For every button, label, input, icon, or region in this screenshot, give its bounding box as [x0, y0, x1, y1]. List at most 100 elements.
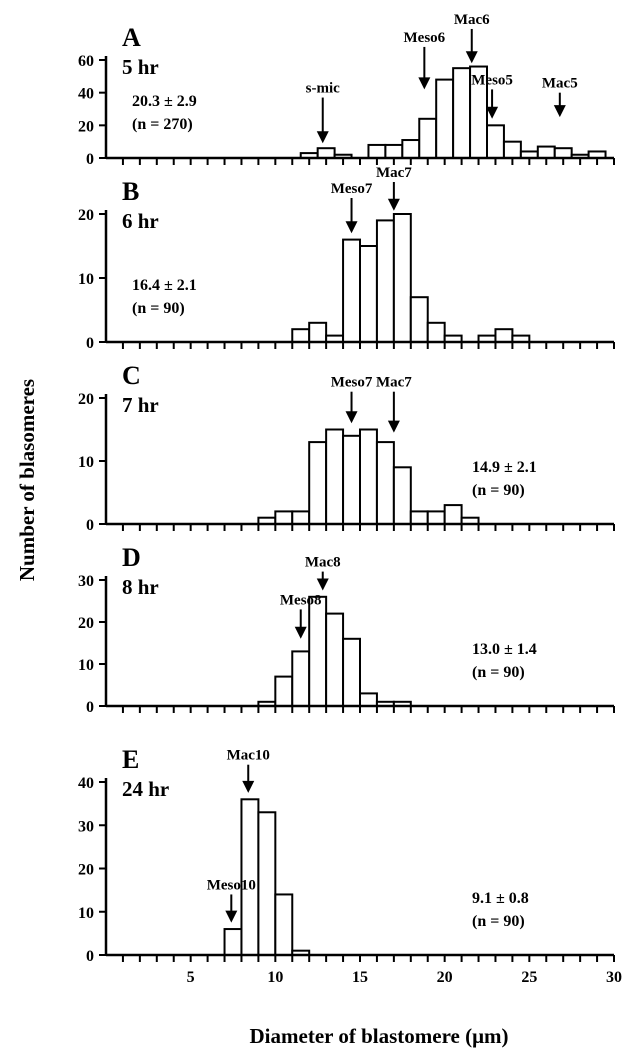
- y-tick-label: 20: [78, 615, 94, 632]
- arrow-label: Meso8: [280, 592, 322, 608]
- histogram-bar: [377, 442, 394, 524]
- y-tick-label: 60: [78, 53, 94, 70]
- mean-sd-label: 13.0 ± 1.4: [472, 641, 537, 658]
- histogram-bar: [411, 511, 428, 524]
- y-tick-label: 30: [78, 573, 94, 590]
- mean-sd-label: 9.1 ± 0.8: [472, 890, 529, 907]
- histogram-bar: [555, 148, 572, 158]
- y-tick-label: 40: [78, 775, 94, 792]
- histogram-bar: [326, 430, 343, 525]
- arrow-head-icon: [346, 411, 358, 423]
- x-tick-label: 30: [606, 969, 622, 986]
- histogram-bar: [377, 220, 394, 342]
- y-tick-label: 0: [86, 699, 94, 716]
- y-tick-label: 0: [86, 151, 94, 168]
- panel-letter: D: [122, 543, 141, 572]
- y-tick-label: 10: [78, 454, 94, 471]
- histogram-bar: [326, 614, 343, 706]
- panel-c: 0 10 20 C 7 hr 14.9 ± 2.1 (n = 90) Meso7 Mac7: [78, 361, 614, 534]
- panel-time: 7 hr: [122, 393, 159, 417]
- arrow-head-icon: [388, 199, 400, 211]
- histogram-bar: [275, 511, 292, 524]
- panel-letter: E: [122, 745, 139, 774]
- panel-time: 5 hr: [122, 55, 159, 79]
- y-tick-label: 40: [78, 86, 94, 103]
- arrow-head-icon: [242, 781, 254, 793]
- histogram-bar: [504, 142, 521, 158]
- sample-size-label: (n = 90): [132, 300, 185, 317]
- y-axis-title: Number of blasomeres: [15, 379, 39, 581]
- histogram-bar: [445, 505, 462, 524]
- y-tick-label: 10: [78, 905, 94, 922]
- histogram-bar: [309, 442, 326, 524]
- y-tick-label: 10: [78, 271, 94, 288]
- arrow-label: Mac8: [305, 555, 341, 571]
- y-tick-label: 0: [86, 948, 94, 965]
- histogram-bar: [343, 639, 360, 706]
- histogram-bar: [495, 329, 512, 342]
- histogram-bar: [343, 436, 360, 524]
- mean-sd-label: 20.3 ± 2.9: [132, 93, 197, 110]
- histogram-bar: [343, 240, 360, 342]
- histogram-bar: [360, 430, 377, 525]
- arrow-head-icon: [466, 51, 478, 63]
- x-tick-label: 15: [352, 969, 368, 986]
- histogram-bar: [318, 148, 335, 158]
- histogram-bar: [368, 145, 385, 158]
- histogram-bar: [411, 297, 428, 342]
- histogram-bar: [538, 147, 555, 158]
- y-tick-label: 30: [78, 818, 94, 835]
- histogram-bar: [453, 68, 470, 158]
- x-axis-title: Diameter of blastomere (μm): [250, 1024, 509, 1048]
- sample-size-label: (n = 90): [472, 664, 525, 681]
- y-tick-label: 0: [86, 335, 94, 352]
- x-tick-label: 25: [521, 969, 537, 986]
- arrow-head-icon: [317, 131, 329, 143]
- arrow-label: Mac5: [542, 76, 578, 92]
- histogram-bar: [258, 812, 275, 955]
- panel-time: 6 hr: [122, 209, 159, 233]
- histogram-bar: [419, 119, 436, 158]
- panel-letter: B: [122, 177, 139, 206]
- mean-sd-label: 16.4 ± 2.1: [132, 277, 197, 294]
- arrow-head-icon: [346, 221, 358, 233]
- arrow-label: s-mic: [306, 81, 340, 97]
- arrow-label: Meso5: [471, 72, 513, 88]
- y-tick-label: 10: [78, 657, 94, 674]
- histogram-bar: [360, 246, 377, 342]
- arrow-label: Mac7: [376, 375, 412, 391]
- arrow-head-icon: [295, 627, 307, 639]
- panels-group: 0204060A5 hr20.3 ± 2.9(n = 270)s-micMeso…: [78, 12, 622, 986]
- arrow-label: Meso7: [331, 375, 373, 391]
- histogram-bar: [225, 929, 242, 955]
- y-tick-label: 20: [78, 207, 94, 224]
- y-tick-label: 20: [78, 118, 94, 135]
- x-tick-label: 5: [187, 969, 195, 986]
- y-tick-label: 20: [78, 862, 94, 879]
- histogram-bar: [309, 323, 326, 342]
- sample-size-label: (n = 90): [472, 482, 525, 499]
- histogram-bar: [487, 125, 504, 158]
- histogram-bar: [275, 677, 292, 706]
- sample-size-label: (n = 90): [472, 913, 525, 930]
- arrow-head-icon: [554, 105, 566, 117]
- histogram-bar: [428, 323, 445, 342]
- histogram-bar: [394, 467, 411, 524]
- histogram-bar: [394, 214, 411, 342]
- histogram-bar: [360, 693, 377, 706]
- panel-time: 8 hr: [122, 575, 159, 599]
- panel-a: 0 20 40 60 A 5 hr 20.3 ± 2.9 (n = 270) s-mic Meso…: [78, 12, 614, 168]
- histogram-bar: [309, 597, 326, 706]
- arrow-label: Meso6: [404, 30, 446, 46]
- histogram-bar: [292, 651, 309, 706]
- histogram-bar: [275, 894, 292, 955]
- panel-e: 5 10 15 20 25 30 0 10 20 30 40 E 24 hr 9.1 ± 0.8 (n = …: [78, 745, 622, 986]
- x-tick-label: 10: [267, 969, 283, 986]
- histogram-bar: [436, 80, 453, 158]
- mean-sd-label: 14.9 ± 2.1: [472, 459, 537, 476]
- panel-letter: C: [122, 361, 141, 390]
- arrow-label: Mac10: [227, 748, 270, 764]
- arrow-label: Meso7: [331, 181, 373, 197]
- histogram-bar: [292, 329, 309, 342]
